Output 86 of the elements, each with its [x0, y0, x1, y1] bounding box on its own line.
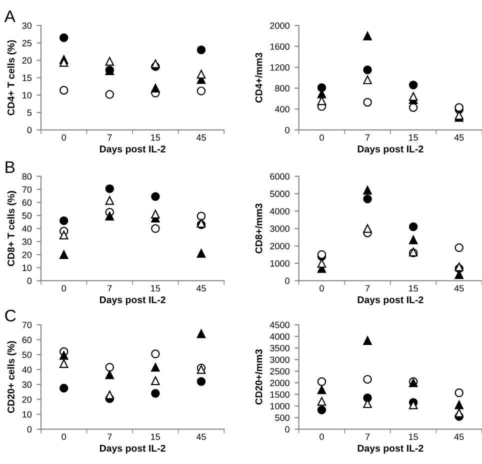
x-tick-label: 15 — [151, 285, 160, 292]
y-tick-label: 6000 — [270, 173, 290, 180]
y-tick-label: 70 — [22, 186, 32, 193]
x-tick-label: 15 — [408, 134, 418, 141]
y-tick-label: 50 — [22, 352, 32, 358]
y-tick-label: 25 — [22, 40, 32, 46]
y-tick-label: 30 — [22, 238, 32, 245]
y-tick-label: 2500 — [270, 368, 290, 375]
y-axis-title: CD4+ T cells (%) — [7, 40, 16, 116]
x-tick-label: 7 — [365, 134, 370, 141]
x-tick-label: 45 — [196, 134, 206, 141]
y-axis-title: CD4+/mm3 — [255, 52, 262, 103]
y-tick-label: 15 — [22, 74, 32, 82]
x-axis-title: Days post IL-2 — [100, 444, 166, 454]
y-tick-label: 40 — [22, 225, 32, 232]
y-axis-title: CD20+/mm3 — [255, 349, 262, 405]
chart-title: B — [6, 161, 15, 173]
x-tick-label: 7 — [108, 285, 112, 292]
y-tick-label: 0 — [285, 278, 290, 284]
y-tick-label: 4000 — [270, 333, 290, 340]
y-axis-title: CD8+ T cells (%) — [7, 191, 16, 266]
y-tick-label: 80 — [22, 173, 32, 180]
x-tick-label: 45 — [196, 434, 206, 440]
y-tick-label: 20 — [22, 57, 32, 64]
x-axis-title: Days post IL-2 — [358, 444, 424, 454]
y-tick-label: 60 — [22, 199, 32, 206]
y-tick-label: 0 — [27, 278, 32, 284]
x-tick-label: 0 — [320, 134, 324, 141]
x-tick-label: 0 — [320, 285, 324, 292]
y-tick-label: 30 — [22, 381, 32, 388]
chart-title: C — [5, 310, 16, 322]
y-tick-label: 4500 — [270, 322, 290, 328]
y-tick-label: 5 — [27, 110, 32, 116]
y-tick-label: 1600 — [270, 43, 290, 50]
y-tick-label: 4000 — [270, 208, 290, 214]
x-tick-label: 45 — [454, 434, 464, 440]
x-tick-label: 7 — [365, 285, 370, 292]
x-tick-label: 0 — [62, 434, 66, 440]
y-tick-label: 3000 — [270, 356, 290, 363]
x-tick-label: 15 — [151, 134, 160, 141]
x-tick-label: 7 — [108, 134, 112, 141]
y-tick-label: 0 — [285, 126, 290, 134]
x-axis-title: Days post IL-2 — [358, 146, 424, 154]
y-tick-label: 1500 — [270, 391, 290, 398]
x-tick-label: 45 — [196, 285, 206, 292]
y-tick-label: 5000 — [270, 190, 290, 198]
x-axis-title: Days post IL-2 — [100, 146, 166, 154]
y-axis-title: CD8+/mm3 — [255, 204, 262, 254]
y-tick-label: 2000 — [270, 242, 290, 250]
y-tick-label: 800 — [275, 85, 290, 92]
x-tick-label: 7 — [365, 434, 370, 440]
y-axis-title: CD20+ cells (%) — [7, 341, 16, 413]
x-tick-label: 15 — [408, 434, 418, 440]
x-tick-label: 0 — [62, 134, 66, 141]
y-tick-label: 0 — [27, 426, 32, 433]
x-axis-title: Days post IL-2 — [358, 296, 424, 306]
y-tick-label: 30 — [22, 22, 32, 29]
x-tick-label: 45 — [454, 134, 464, 141]
y-tick-label: 40 — [22, 366, 32, 373]
y-tick-label: 500 — [275, 414, 290, 421]
x-tick-label: 15 — [408, 285, 418, 292]
y-tick-label: 20 — [22, 396, 32, 403]
y-tick-label: 3000 — [270, 225, 290, 232]
chart-title: A — [4, 10, 16, 22]
y-tick-label: 1000 — [270, 260, 290, 267]
y-tick-label: 1000 — [270, 402, 290, 410]
y-tick-label: 20 — [22, 252, 32, 258]
x-tick-label: 0 — [320, 434, 324, 440]
y-tick-label: 400 — [274, 106, 290, 112]
y-tick-label: 10 — [22, 264, 32, 272]
y-tick-label: 70 — [22, 322, 32, 328]
x-tick-label: 0 — [62, 285, 66, 292]
y-tick-label: 1200 — [270, 64, 290, 71]
y-tick-label: 0 — [27, 126, 32, 134]
x-axis-title: Days post IL-2 — [100, 296, 166, 306]
y-tick-label: 3500 — [270, 344, 290, 352]
y-tick-label: 0 — [285, 426, 290, 433]
x-tick-label: 15 — [151, 434, 160, 440]
y-tick-label: 50 — [22, 212, 32, 219]
y-tick-label: 10 — [22, 92, 32, 98]
x-tick-label: 45 — [454, 285, 464, 292]
y-tick-label: 10 — [22, 411, 32, 418]
x-tick-label: 7 — [108, 434, 112, 440]
y-tick-label: 2000 — [270, 380, 290, 386]
y-tick-label: 2000 — [270, 22, 290, 29]
y-tick-label: 60 — [22, 336, 32, 344]
